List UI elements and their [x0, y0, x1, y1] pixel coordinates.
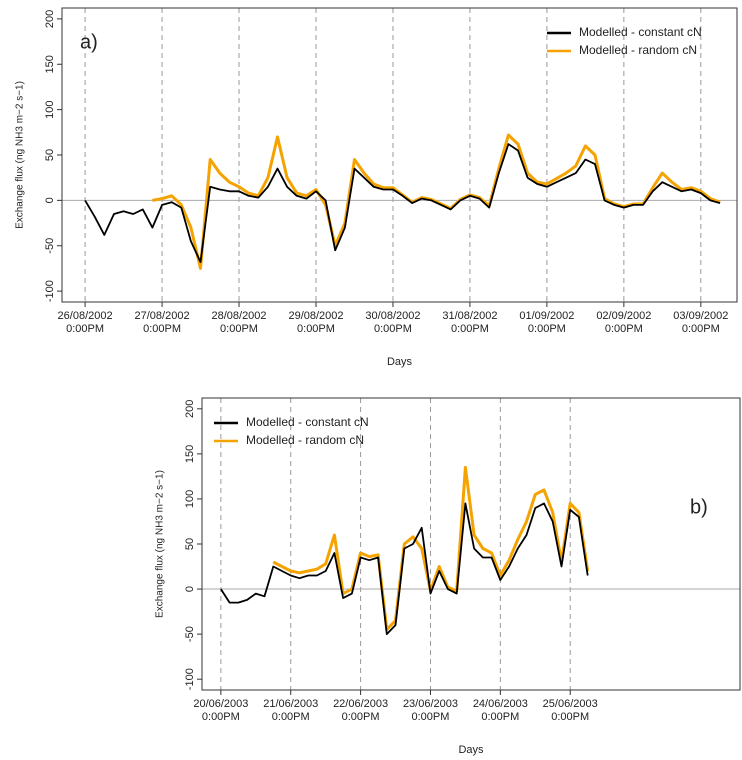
y-tick-label: 200 [184, 400, 196, 418]
y-tick-label: 0 [184, 586, 196, 592]
panel-label: a) [80, 31, 98, 53]
x-tick-label: 24/06/2003 0:00PM [472, 698, 528, 723]
x-axis-title: Days [458, 744, 484, 756]
y-tick-label: 100 [44, 100, 56, 118]
y-tick-label: -50 [44, 238, 56, 254]
x-tick-label: 29/08/2002 0:00PM [288, 310, 344, 335]
x-tick-label: 21/06/2003 0:00PM [263, 698, 319, 723]
plot-frame [61, 7, 738, 303]
y-tick-label: 150 [184, 445, 196, 463]
y-tick-label: 100 [184, 490, 196, 508]
x-tick-label: 27/08/2002 0:00PM [134, 310, 190, 335]
series-line [84, 143, 721, 263]
x-tick-label: 26/08/2002 0:00PM [57, 310, 113, 335]
x-tick-label: 31/08/2002 0:00PM [442, 310, 498, 335]
x-tick-label: 22/06/2003 0:00PM [333, 698, 389, 723]
x-tick-label: 25/06/2003 0:00PM [542, 698, 598, 723]
legend-label: Modelled - random cN [246, 433, 364, 447]
y-tick-label: 50 [184, 538, 196, 550]
panel-label: b) [690, 496, 708, 518]
legend-label: Modelled - constant cN [246, 415, 369, 429]
y-tick-label: -50 [184, 626, 196, 642]
y-tick-label: 0 [44, 197, 56, 203]
x-tick-label: 03/09/2002 0:00PM [673, 310, 729, 335]
x-tick-label: 20/06/2003 0:00PM [193, 698, 249, 723]
x-tick-label: 28/08/2002 0:00PM [211, 310, 267, 335]
x-tick-label: 02/09/2002 0:00PM [596, 310, 652, 335]
x-axis-title: Days [387, 356, 413, 368]
y-axis-title: Exchange flux (ng NH3 m−2 s−1) [155, 470, 166, 618]
x-tick-label: 30/08/2002 0:00PM [365, 310, 421, 335]
x-tick-label: 23/06/2003 0:00PM [402, 698, 458, 723]
y-tick-label: -100 [44, 280, 56, 302]
y-tick-label: 150 [44, 55, 56, 73]
y-tick-label: -100 [184, 668, 196, 690]
y-tick-label: 200 [44, 10, 56, 28]
x-tick-label: 01/09/2002 0:00PM [519, 310, 575, 335]
plot-frame [201, 397, 741, 691]
series-line [220, 502, 589, 635]
y-tick-label: 50 [44, 149, 56, 161]
legend-label: Modelled - random cN [579, 43, 697, 57]
y-axis-title: Exchange flux (ng NH3 m−2 s−1) [15, 81, 26, 229]
legend-label: Modelled - constant cN [579, 25, 702, 39]
